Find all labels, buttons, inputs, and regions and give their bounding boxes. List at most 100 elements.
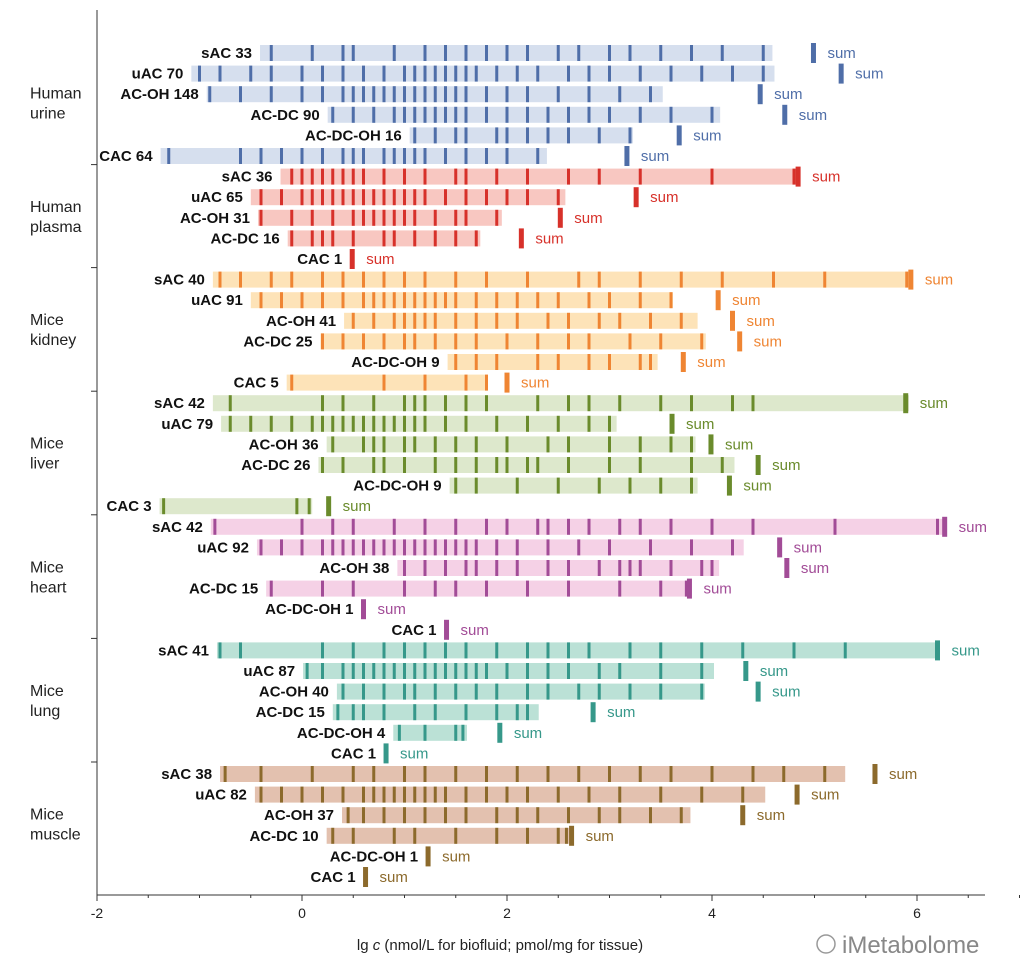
row-label: AC-DC 25	[243, 333, 312, 350]
row-ac-dc-oh: sum AC-DC-OH 9	[351, 352, 726, 372]
sum-label: sum	[442, 848, 470, 865]
value-tick	[454, 312, 458, 329]
value-tick	[444, 395, 447, 412]
value-tick	[567, 333, 570, 350]
value-tick	[397, 724, 401, 741]
row-label: uAC 70	[132, 66, 184, 83]
value-tick	[341, 395, 345, 412]
value-tick	[213, 518, 217, 535]
range-bar	[326, 827, 570, 844]
value-tick	[700, 560, 704, 576]
group-label-line: Mice	[30, 436, 64, 453]
row-ac-dc-oh: sum AC-DC-OH 9	[353, 475, 772, 496]
value-tick	[772, 271, 775, 288]
value-tick	[331, 827, 335, 844]
value-tick	[239, 148, 242, 164]
range-bar	[447, 354, 658, 370]
sum-label: sum	[380, 869, 408, 886]
row-label: AC-OH 31	[180, 210, 250, 227]
value-tick	[269, 45, 273, 61]
value-tick	[372, 106, 376, 123]
value-tick	[454, 827, 458, 844]
value-tick	[526, 786, 529, 803]
value-tick	[433, 230, 437, 247]
sum-marker	[810, 43, 816, 63]
value-tick	[751, 766, 755, 782]
row-cac: sum CAC 1	[392, 619, 489, 640]
value-tick	[464, 127, 468, 144]
value-tick	[239, 271, 242, 288]
range-bar	[326, 436, 696, 453]
value-tick	[392, 189, 396, 206]
value-tick	[454, 333, 458, 350]
value-tick	[577, 766, 581, 782]
value-tick	[485, 148, 488, 164]
value-tick	[423, 415, 427, 432]
value-tick	[259, 786, 263, 803]
x-tick-label: -2	[91, 905, 104, 921]
row-label: sAC 42	[152, 519, 203, 536]
row-cac: sum CAC 64	[99, 146, 669, 166]
range-bar	[191, 65, 775, 82]
value-tick	[464, 86, 468, 103]
value-tick	[638, 354, 642, 370]
value-tick	[351, 45, 355, 61]
value-tick	[638, 518, 642, 535]
row-ac-dc-oh: sum AC-DC-OH 1	[330, 846, 470, 867]
row-label: sAC 42	[154, 395, 205, 412]
value-tick	[638, 457, 642, 473]
value-tick	[310, 45, 314, 61]
value-tick	[310, 189, 314, 206]
value-tick	[392, 86, 396, 103]
value-tick	[474, 457, 478, 473]
value-tick	[659, 477, 663, 494]
value-tick	[546, 127, 550, 144]
row-label: CAC 1	[311, 869, 356, 886]
value-tick	[413, 704, 417, 721]
value-tick	[567, 807, 570, 824]
value-tick	[526, 168, 529, 185]
sum-label: sum	[574, 210, 602, 227]
group-label-line: Mice	[30, 559, 64, 576]
value-tick	[608, 766, 611, 782]
sum-marker	[425, 846, 431, 867]
sum-marker	[908, 269, 914, 290]
value-tick	[669, 106, 673, 123]
value-tick	[413, 663, 417, 679]
sum-label: sum	[693, 127, 721, 144]
value-tick	[608, 436, 611, 453]
value-tick	[700, 663, 704, 679]
value-tick	[700, 786, 704, 803]
value-tick	[495, 807, 499, 824]
group-label-line: Human	[30, 86, 82, 103]
sum-marker	[624, 146, 630, 166]
value-tick	[392, 827, 396, 844]
value-tick	[382, 436, 386, 453]
value-tick	[546, 106, 550, 123]
value-tick	[341, 45, 345, 61]
group-human-urine: Human urine sum sAC 33 sum uAC 70 sum AC-OH 148…	[30, 43, 883, 166]
value-tick	[382, 807, 386, 824]
row-label: AC-DC 15	[189, 581, 258, 598]
group-label-line: heart	[30, 579, 67, 596]
range-bar	[260, 45, 773, 61]
sum-marker	[715, 290, 721, 311]
range-bar	[216, 642, 940, 659]
row-label: AC-DC 90	[250, 107, 319, 124]
value-tick	[700, 642, 704, 659]
value-tick	[526, 580, 529, 597]
value-tick	[536, 354, 540, 370]
value-tick	[485, 86, 488, 103]
value-tick	[690, 539, 693, 556]
sum-marker	[518, 228, 524, 249]
row-ac-dc: sum AC-DC 25	[243, 331, 782, 352]
sum-label: sum	[952, 642, 980, 659]
sum-marker	[383, 743, 389, 764]
value-tick	[567, 395, 570, 412]
value-tick	[515, 807, 519, 824]
value-tick	[321, 271, 324, 288]
value-tick	[331, 230, 335, 247]
value-tick	[351, 106, 355, 123]
value-tick	[464, 786, 468, 803]
